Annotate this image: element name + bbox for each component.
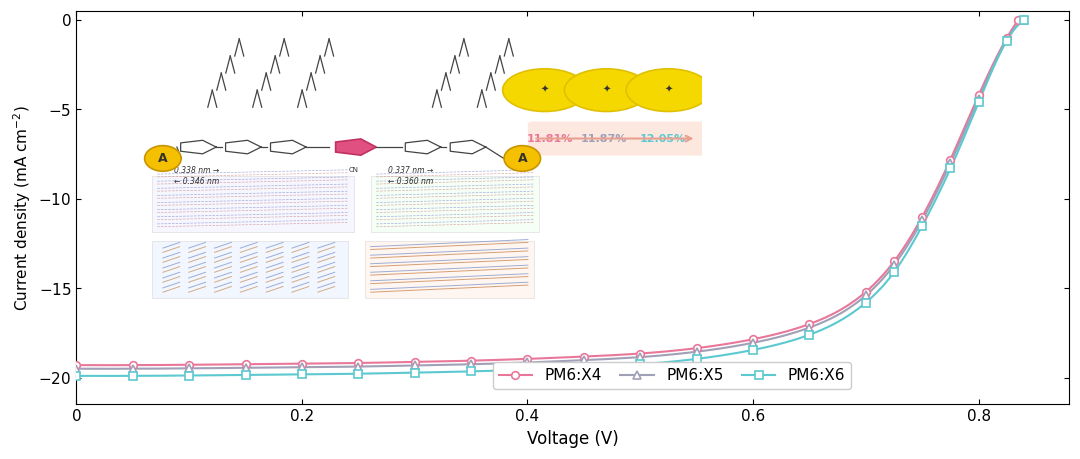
Text: ✦: ✦ — [664, 85, 673, 95]
Text: A: A — [158, 152, 167, 165]
Polygon shape — [336, 139, 376, 155]
Text: ← 0.346 nm: ← 0.346 nm — [174, 177, 219, 186]
Text: CN: CN — [349, 167, 359, 173]
Y-axis label: Current density (mA cm$^{-2}$): Current density (mA cm$^{-2}$) — [11, 105, 32, 311]
Text: ← 0.360 nm: ← 0.360 nm — [388, 177, 433, 186]
FancyBboxPatch shape — [365, 241, 534, 298]
Text: 11.81%: 11.81% — [527, 134, 573, 144]
Text: 12.05%: 12.05% — [639, 134, 686, 144]
Text: ✦: ✦ — [603, 85, 610, 95]
X-axis label: Voltage (V): Voltage (V) — [527, 430, 619, 448]
Ellipse shape — [504, 146, 540, 171]
Text: A: A — [517, 152, 527, 165]
Circle shape — [502, 69, 586, 112]
Text: 11.87%: 11.87% — [581, 134, 626, 144]
FancyBboxPatch shape — [151, 241, 348, 298]
Circle shape — [565, 69, 649, 112]
FancyBboxPatch shape — [151, 175, 354, 232]
Ellipse shape — [145, 146, 181, 171]
FancyBboxPatch shape — [528, 122, 707, 156]
Text: 0.337 nm →: 0.337 nm → — [388, 166, 433, 175]
Circle shape — [626, 69, 711, 112]
Text: 0.338 nm →: 0.338 nm → — [174, 166, 219, 175]
Text: ✦: ✦ — [541, 85, 549, 95]
Legend: PM6:X4, PM6:X5, PM6:X6: PM6:X4, PM6:X5, PM6:X6 — [492, 362, 851, 389]
FancyBboxPatch shape — [370, 175, 539, 232]
